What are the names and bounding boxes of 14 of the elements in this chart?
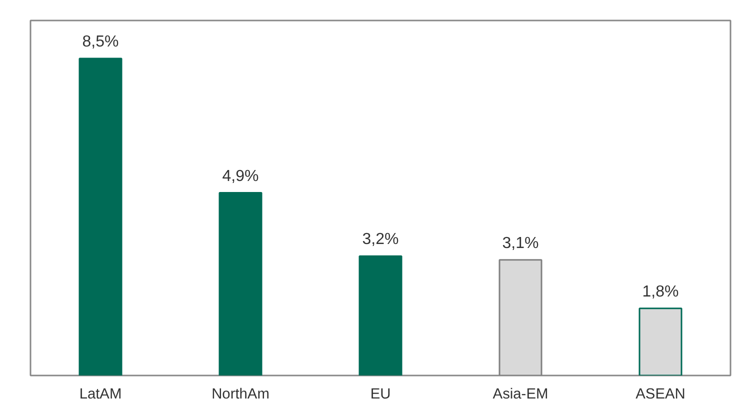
bar bbox=[358, 255, 402, 376]
data-label: 8,5% bbox=[82, 34, 119, 51]
x-tick-label: NorthAm bbox=[212, 386, 270, 402]
data-label: 3,1% bbox=[502, 234, 539, 252]
data-label: 3,2% bbox=[362, 231, 399, 248]
x-tick-label: EU bbox=[370, 386, 391, 402]
bar bbox=[78, 58, 122, 376]
data-label: 1,8% bbox=[642, 283, 679, 300]
bar bbox=[638, 308, 682, 376]
data-label: 4,9% bbox=[222, 168, 259, 185]
bar bbox=[218, 192, 262, 376]
x-tick-label: Asia-EM bbox=[492, 386, 548, 402]
x-tick-label: ASEAN bbox=[636, 386, 686, 402]
x-tick-label: LatAM bbox=[79, 386, 122, 402]
